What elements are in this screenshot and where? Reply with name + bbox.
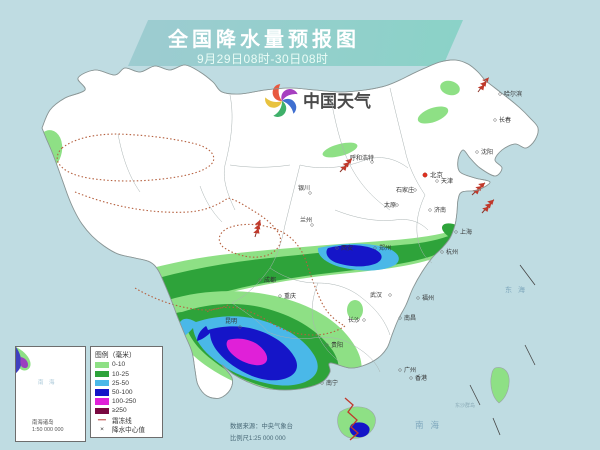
svg-text:重庆: 重庆 <box>284 292 296 300</box>
svg-text:天津: 天津 <box>441 178 453 185</box>
svg-text:郑州: 郑州 <box>379 244 391 252</box>
svg-text:济南: 济南 <box>434 206 446 214</box>
svg-text:昆明: 昆明 <box>225 318 237 325</box>
svg-text:成都: 成都 <box>264 276 276 284</box>
svg-text:上海: 上海 <box>460 228 472 236</box>
svg-text:贵阳: 贵阳 <box>331 341 343 349</box>
svg-text:武汉: 武汉 <box>370 291 382 299</box>
svg-text:广州: 广州 <box>404 366 416 374</box>
svg-text:中国天气: 中国天气 <box>303 91 371 111</box>
svg-text:东海: 东海 <box>505 285 531 294</box>
svg-text:南宁: 南宁 <box>326 379 338 387</box>
svg-text:长春: 长春 <box>499 116 511 124</box>
svg-text:杭州: 杭州 <box>446 248 458 256</box>
svg-text:西安: 西安 <box>341 244 353 252</box>
svg-text:东沙群岛: 东沙群岛 <box>455 402 475 409</box>
svg-text:太原: 太原 <box>384 201 396 209</box>
svg-text:沈阳: 沈阳 <box>481 148 493 156</box>
svg-text:长沙: 长沙 <box>348 316 360 324</box>
svg-text:南昌: 南昌 <box>404 314 416 322</box>
svg-text:兰州: 兰州 <box>300 216 312 224</box>
svg-text:银川: 银川 <box>298 184 310 192</box>
svg-text:福州: 福州 <box>422 294 434 302</box>
svg-text:石家庄: 石家庄 <box>396 186 414 194</box>
svg-text:南海: 南海 <box>415 420 446 430</box>
svg-text:香港: 香港 <box>415 374 427 382</box>
svg-text:呼和浩特: 呼和浩特 <box>350 154 374 162</box>
svg-text:北京: 北京 <box>430 170 444 179</box>
